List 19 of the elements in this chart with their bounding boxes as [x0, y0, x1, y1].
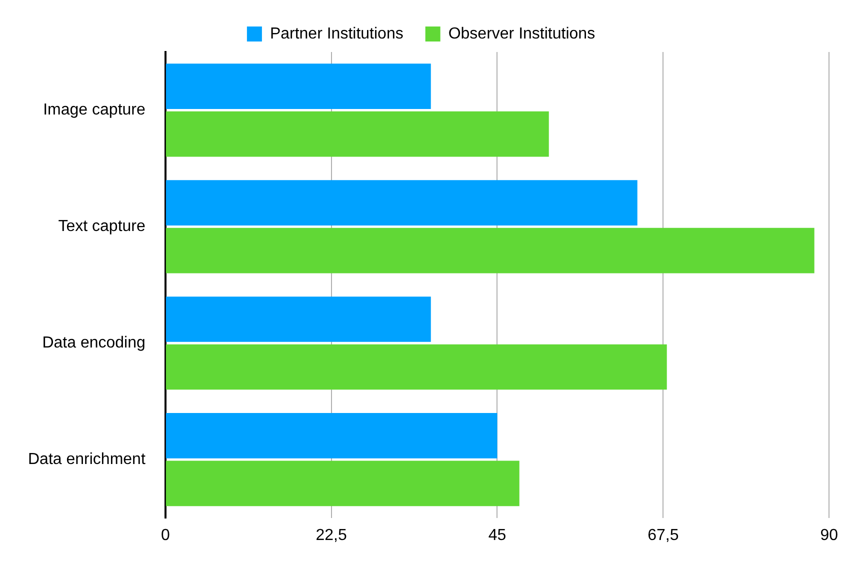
bar	[166, 64, 431, 110]
x-tick-label: 0	[160, 526, 170, 544]
bar	[166, 296, 431, 342]
bar	[166, 413, 498, 458]
x-tick-label: 67,5	[648, 526, 679, 544]
bar	[166, 180, 638, 226]
x-tick-label: 22,5	[316, 526, 347, 544]
bar	[166, 111, 549, 157]
x-tick-label: 90	[820, 526, 838, 544]
y-tick-label: Data enrichment	[28, 450, 146, 468]
bar	[166, 228, 814, 274]
bar	[166, 344, 667, 390]
y-tick-label: Image capture	[43, 102, 146, 119]
legend-label: Observer Institutions	[448, 25, 596, 42]
y-tick-label: Text capture	[58, 218, 146, 236]
bar	[166, 460, 520, 506]
legend-label: Partner Institutions	[270, 25, 404, 42]
x-tick-label: 45	[488, 526, 506, 544]
y-tick-label: Data encoding	[42, 334, 146, 352]
